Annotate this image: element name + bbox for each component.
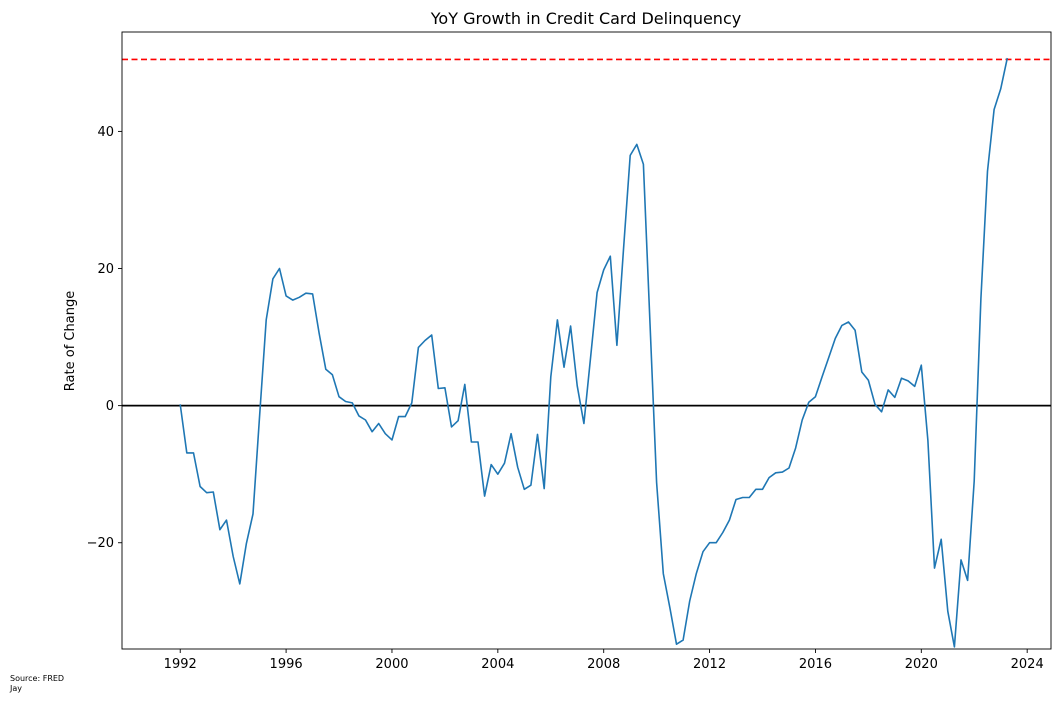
x-tick-label: 1992 bbox=[164, 657, 197, 672]
source-line: Source: FRED bbox=[10, 674, 65, 683]
x-tick-label: 2008 bbox=[587, 657, 620, 672]
x-tick-label: 2020 bbox=[905, 657, 938, 672]
x-tick-label: 2016 bbox=[799, 657, 832, 672]
x-tick-label: 1996 bbox=[270, 657, 303, 672]
series-line bbox=[179, 57, 1009, 648]
x-tick-label: 2004 bbox=[481, 657, 514, 672]
y-tick-label: −20 bbox=[87, 536, 114, 551]
source-note: Source: FRED Jay bbox=[10, 674, 64, 694]
x-tick-label: 2012 bbox=[693, 657, 726, 672]
x-tick-label: 2000 bbox=[375, 657, 408, 672]
y-tick-label: 0 bbox=[106, 399, 114, 414]
y-axis-label: Rate of Change bbox=[63, 291, 78, 391]
plot-area: 1992 1996 2000 2004 2008 2012 2016 2020 2024 −20 0… bbox=[87, 31, 1052, 672]
plot-frame bbox=[121, 31, 1052, 650]
y-tick-label: 40 bbox=[97, 125, 114, 140]
chart-title: YoY Growth in Credit Card Delinquency bbox=[430, 9, 741, 28]
y-tick-label: 20 bbox=[97, 262, 114, 277]
x-tick-label: 2024 bbox=[1011, 657, 1044, 672]
author-line: Jay bbox=[10, 684, 22, 693]
